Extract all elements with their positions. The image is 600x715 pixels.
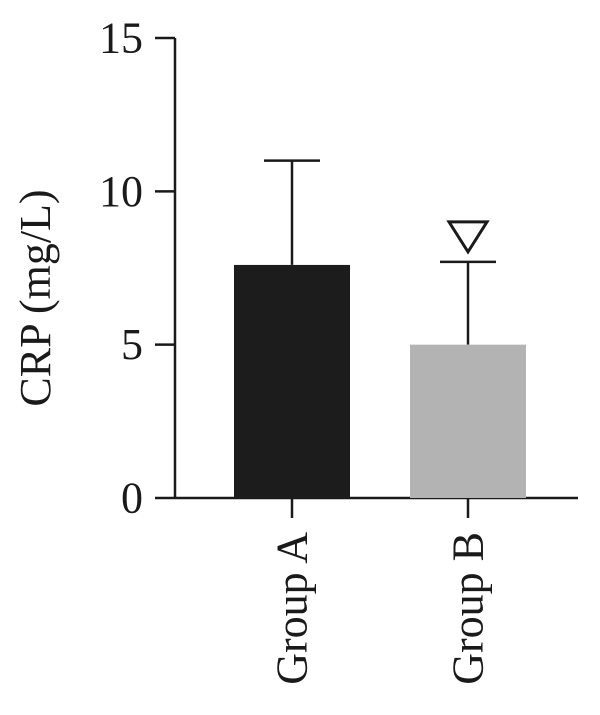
bar-group-b	[410, 344, 526, 498]
y-tick-label-0: 0	[121, 474, 143, 523]
category-label-group-a: Group A	[268, 532, 317, 685]
category-label-group-b: Group B	[444, 532, 493, 685]
y-axis-title: CRP (mg/L)	[11, 189, 60, 406]
y-tick-label-5: 5	[121, 320, 143, 369]
bar-group-a	[234, 264, 350, 498]
annotation-triangle-group-b	[446, 220, 490, 255]
y-tick-label-10: 10	[99, 167, 143, 216]
y-tick-label-15: 15	[99, 14, 143, 63]
bars	[234, 159, 526, 498]
labels: 0 5 10 15 CRP (mg/L) Group A Group B	[11, 14, 493, 685]
